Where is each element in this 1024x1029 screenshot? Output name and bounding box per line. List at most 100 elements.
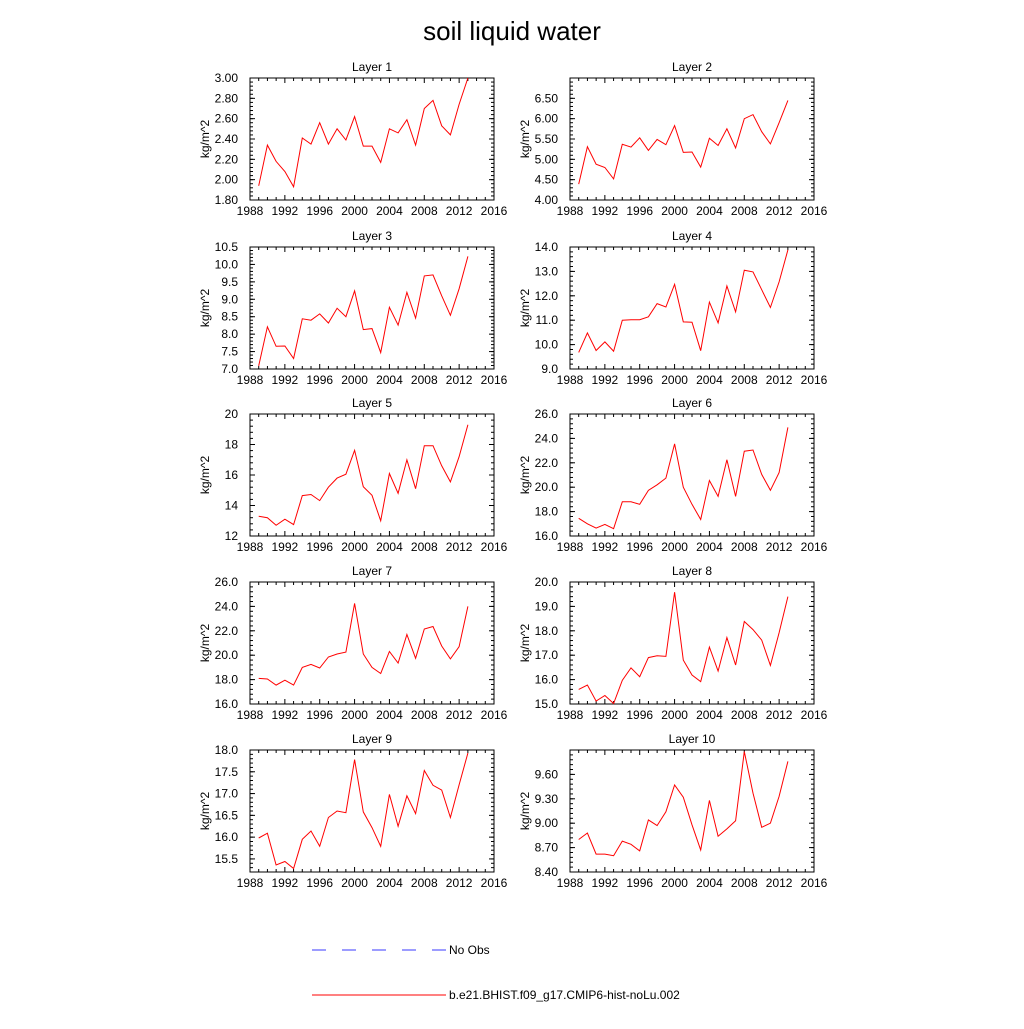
x-tick-label: 1992: [272, 204, 299, 218]
y-tick-label: 7.0: [221, 362, 238, 376]
y-tick-label: 16.5: [215, 808, 239, 822]
x-tick-label: 1988: [557, 204, 584, 218]
x-tick-label: 1988: [237, 708, 264, 722]
panel-title: Layer 1: [352, 60, 392, 74]
y-tick-label: 18.0: [215, 673, 239, 687]
panel-title: Layer 8: [672, 564, 712, 578]
x-tick-label: 1992: [592, 373, 619, 387]
series-line: [258, 77, 469, 189]
panel-layer-2: Layer 2 kg/m^2 1988 1992 1996 2000 2004 2008 201…: [518, 60, 828, 218]
y-axis-label: kg/m^2: [198, 289, 212, 328]
series-line: [258, 752, 469, 870]
series-line: [578, 249, 789, 353]
panel-title: Layer 5: [352, 396, 392, 410]
panel-title: Layer 4: [672, 229, 712, 243]
plot-frame: [249, 581, 495, 705]
series-line: [578, 100, 789, 185]
chart-title: soil liquid water: [423, 16, 601, 46]
y-tick-label: 22.0: [215, 624, 239, 638]
x-tick-label: 2016: [801, 204, 828, 218]
x-tick-label: 1988: [557, 373, 584, 387]
x-tick-label: 2000: [341, 708, 368, 722]
legend-label-model: b.e21.BHIST.f09_g17.CMIP6-hist-noLu.002: [449, 988, 680, 1002]
x-tick-label: 1996: [626, 708, 653, 722]
y-tick-label: 17.0: [535, 648, 559, 662]
y-tick-label: 20.0: [535, 575, 559, 589]
y-tick-label: 2.60: [215, 112, 239, 126]
x-tick-label: 2012: [766, 204, 793, 218]
x-tick-label: 1992: [272, 708, 299, 722]
y-axis-label: kg/m^2: [518, 792, 532, 831]
x-tick-label: 2004: [376, 708, 403, 722]
x-tick-label: 2000: [341, 373, 368, 387]
x-tick-label: 2016: [801, 708, 828, 722]
x-tick-label: 2004: [376, 540, 403, 554]
x-tick-label: 2008: [731, 540, 758, 554]
y-tick-label: 6.00: [535, 112, 559, 126]
plot-frame: [249, 413, 495, 537]
x-tick-label: 2008: [411, 708, 438, 722]
y-tick-label: 3.00: [215, 71, 239, 85]
x-tick-label: 2016: [801, 373, 828, 387]
x-tick-label: 2004: [376, 373, 403, 387]
y-tick-label: 10.0: [215, 257, 239, 271]
y-tick-label: 22.0: [535, 456, 559, 470]
x-tick-label: 2000: [341, 204, 368, 218]
x-tick-label: 2016: [801, 876, 828, 890]
x-tick-label: 2016: [481, 204, 508, 218]
x-tick-label: 2016: [801, 540, 828, 554]
x-tick-label: 2012: [446, 373, 473, 387]
y-tick-label: 8.40: [535, 865, 559, 879]
x-tick-label: 1996: [626, 373, 653, 387]
x-tick-label: 2012: [766, 540, 793, 554]
x-tick-label: 2012: [446, 540, 473, 554]
x-tick-label: 2012: [766, 708, 793, 722]
plot-frame: [249, 246, 495, 370]
y-tick-label: 12.0: [535, 289, 559, 303]
y-tick-label: 9.5: [221, 275, 238, 289]
series-line: [258, 603, 469, 686]
x-tick-label: 2000: [661, 373, 688, 387]
y-axis-label: kg/m^2: [198, 456, 212, 495]
y-tick-label: 18.0: [535, 624, 559, 638]
y-tick-label: 18.0: [215, 743, 239, 757]
y-tick-label: 26.0: [215, 575, 239, 589]
x-tick-label: 2008: [411, 204, 438, 218]
x-tick-label: 1996: [626, 204, 653, 218]
y-tick-label: 10.0: [535, 338, 559, 352]
y-tick-label: 24.0: [215, 599, 239, 613]
x-tick-label: 2008: [411, 373, 438, 387]
y-tick-label: 6.50: [535, 91, 559, 105]
x-tick-label: 1988: [557, 540, 584, 554]
x-tick-label: 2008: [731, 876, 758, 890]
plot-frame: [249, 77, 495, 201]
panel-layer-9: Layer 9 kg/m^2 1988 1992 1996 2000 2004 2008 201…: [198, 732, 508, 890]
x-tick-label: 2000: [661, 708, 688, 722]
x-tick-label: 1996: [306, 373, 333, 387]
y-tick-label: 16.0: [535, 529, 559, 543]
y-tick-label: 20: [225, 407, 239, 421]
y-tick-label: 20.0: [535, 480, 559, 494]
y-tick-label: 16.0: [535, 673, 559, 687]
y-tick-label: 2.40: [215, 132, 239, 146]
x-tick-label: 2000: [661, 876, 688, 890]
panel-title: Layer 9: [352, 732, 392, 746]
y-tick-label: 11.0: [536, 313, 559, 327]
y-tick-label: 13.0: [535, 264, 559, 278]
x-tick-label: 2012: [446, 708, 473, 722]
panel-title: Layer 7: [352, 564, 392, 578]
plot-frame: [569, 749, 815, 873]
panel-layer-1: Layer 1 kg/m^2 1988 1992 1996 2000 2004 2008 201…: [198, 60, 508, 218]
plot-frame: [569, 246, 815, 370]
y-tick-label: 9.00: [535, 816, 559, 830]
x-tick-label: 2004: [696, 876, 723, 890]
panel-layer-6: Layer 6 kg/m^2 1988 1992 1996 2000 2004 2008 201…: [518, 396, 828, 554]
x-tick-label: 2016: [481, 373, 508, 387]
y-tick-label: 18: [225, 438, 239, 452]
y-tick-label: 12: [225, 529, 239, 543]
series-line: [258, 256, 469, 367]
legend: No Obs b.e21.BHIST.f09_g17.CMIP6-hist-no…: [312, 943, 680, 1002]
y-axis-label: kg/m^2: [518, 120, 532, 159]
